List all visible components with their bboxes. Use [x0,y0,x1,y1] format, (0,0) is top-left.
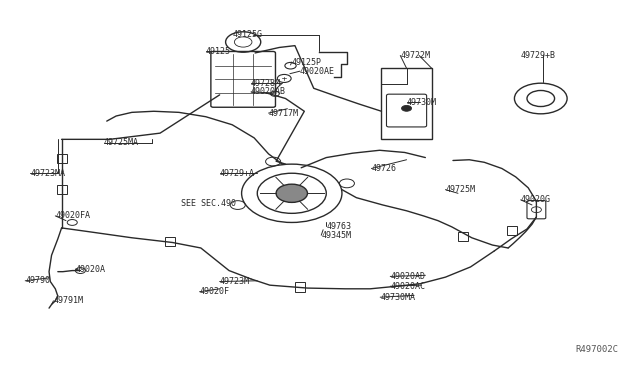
Bar [56,185,67,195]
Text: 49125: 49125 [206,46,231,55]
Text: 49125G: 49125G [232,30,262,39]
Text: 49345M: 49345M [321,231,351,240]
Bar [165,237,175,246]
Text: 49020AD: 49020AD [390,272,425,281]
Text: 49020AE: 49020AE [300,67,335,76]
Text: 49723M: 49723M [220,277,250,286]
Text: 49717M: 49717M [269,109,299,118]
Text: 49763: 49763 [326,222,351,231]
Text: 49725M: 49725M [445,185,476,194]
Text: 49729+A: 49729+A [220,169,255,178]
Bar [295,282,305,292]
Text: 49730M: 49730M [406,98,436,107]
Text: 49730MA: 49730MA [380,293,415,302]
Text: 49125P: 49125P [292,58,322,67]
Text: 49725MA: 49725MA [104,138,139,147]
Circle shape [401,105,412,111]
Bar [458,232,468,241]
Text: 49020F: 49020F [200,287,230,296]
Text: 49020AC: 49020AC [390,282,425,291]
Bar [381,68,431,140]
Bar [507,226,517,235]
Text: 49728M: 49728M [251,79,281,88]
Circle shape [276,184,307,202]
Text: SEE SEC.490: SEE SEC.490 [180,199,236,208]
Text: 49722M: 49722M [400,51,430,60]
Text: R497002C: R497002C [575,346,618,355]
Text: 49726: 49726 [371,164,396,173]
Text: 49020AB: 49020AB [251,87,286,96]
Text: 49790: 49790 [25,276,50,285]
Text: 49729+B: 49729+B [521,51,556,60]
Bar [56,154,67,163]
Text: 49723MA: 49723MA [30,169,65,178]
Text: 49020A: 49020A [76,264,106,274]
Text: 49020G: 49020G [521,195,550,204]
Text: 49791M: 49791M [54,296,83,305]
Text: 49020FA: 49020FA [55,211,90,220]
